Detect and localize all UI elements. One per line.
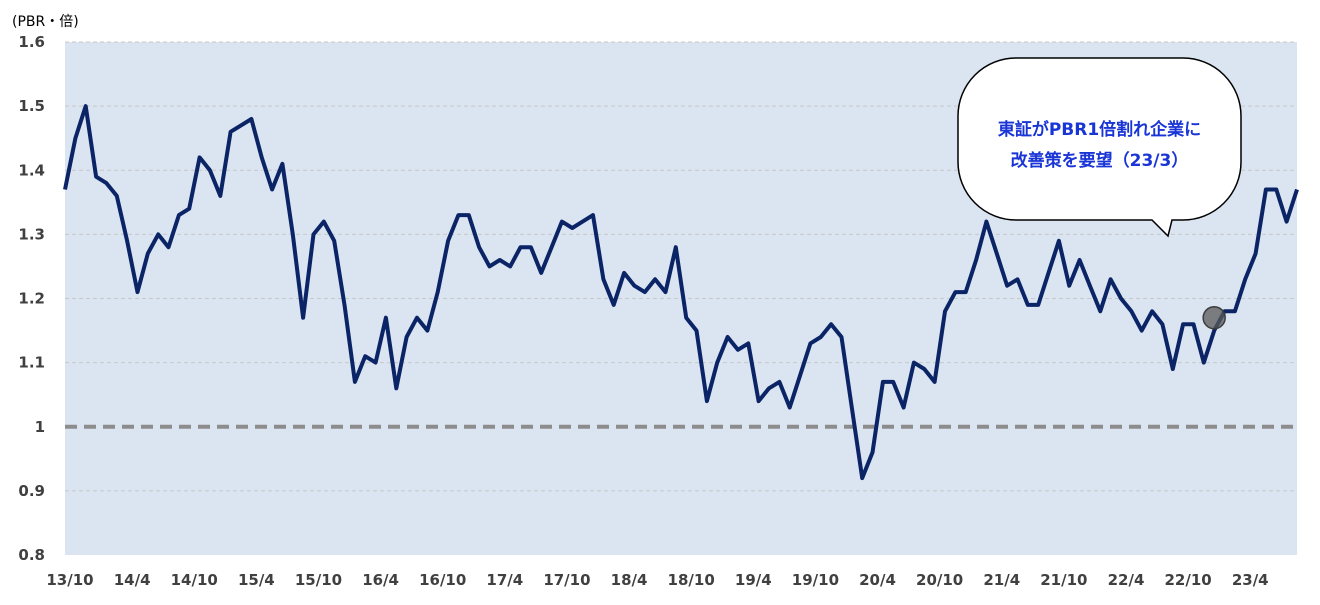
x-tick-label: 21/4 xyxy=(983,571,1020,589)
highlight-marker-23-3 xyxy=(1202,305,1226,330)
y-tick-label: 0.8 xyxy=(18,546,45,564)
callout-text-line-1: 東証がPBR1倍割れ企業に xyxy=(998,119,1201,140)
x-tick-label: 21/10 xyxy=(1040,571,1087,589)
x-tick-label: 22/4 xyxy=(1108,571,1145,589)
x-tick-label: 23/4 xyxy=(1232,571,1269,589)
x-tick-label: 18/4 xyxy=(611,571,648,589)
x-tick-label: 18/10 xyxy=(668,571,715,589)
x-tick-label: 14/10 xyxy=(171,571,218,589)
y-tick-label: 1.5 xyxy=(18,97,45,115)
gridlines xyxy=(65,41,1297,492)
callout-text-line-2: 改善策を要望（23/3） xyxy=(1011,150,1189,171)
x-tick-label: 13/10 xyxy=(46,571,93,589)
y-tick-label: 1.4 xyxy=(18,161,45,179)
y-tick-label: 0.9 xyxy=(18,482,45,500)
annotation-callout: 東証がPBR1倍割れ企業に 改善策を要望（23/3） xyxy=(957,57,1242,238)
x-axis: 13/10 14/4 14/10 15/4 15/10 16/4 16/10 17/4 17/1… xyxy=(46,571,1268,589)
x-tick-label: 19/4 xyxy=(735,571,772,589)
x-tick-label: 15/4 xyxy=(238,571,275,589)
x-tick-label: 14/4 xyxy=(114,571,151,589)
y-tick-label: 1.6 xyxy=(18,33,45,51)
x-tick-label: 22/10 xyxy=(1165,571,1212,589)
x-tick-label: 17/10 xyxy=(543,571,590,589)
x-tick-label: 20/10 xyxy=(916,571,963,589)
x-tick-label: 16/4 xyxy=(362,571,399,589)
y-tick-label: 1.1 xyxy=(18,354,45,372)
y-unit-label: (PBR・倍) xyxy=(12,14,79,30)
x-tick-label: 16/10 xyxy=(419,571,466,589)
series-line-pbr xyxy=(63,104,1299,481)
y-tick-label: 1 xyxy=(35,418,45,436)
callout-bubble xyxy=(957,57,1242,238)
x-tick-label: 20/4 xyxy=(859,571,896,589)
y-tick-label: 1.2 xyxy=(18,290,45,308)
x-tick-label: 17/4 xyxy=(486,571,523,589)
y-axis: 0.8 0.9 1 1.1 1.2 1.3 1.4 1.5 1.6 xyxy=(18,33,45,564)
y-tick-label: 1.3 xyxy=(18,225,45,243)
x-tick-label: 15/10 xyxy=(295,571,342,589)
x-tick-label: 19/10 xyxy=(792,571,839,589)
